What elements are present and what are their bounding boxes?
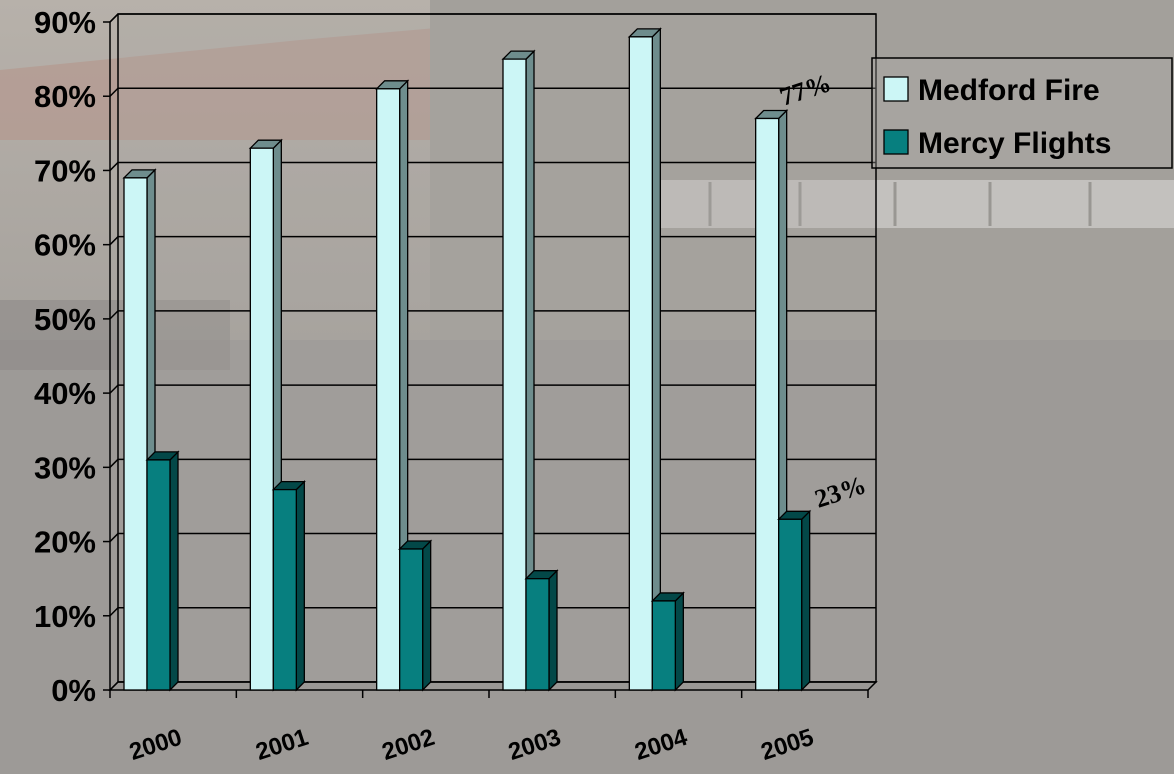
gridline-depth (109, 607, 119, 617)
gridline-depth (109, 236, 119, 246)
bar-mercy-flights-2005 (777, 509, 812, 692)
y-axis-depth (109, 13, 119, 23)
legend-box (871, 57, 1173, 169)
y-tick-label: 40% (34, 376, 96, 411)
gridline-depth (109, 533, 119, 543)
bar-mercy-flights-2004 (650, 591, 685, 692)
y-tick-label: 10% (34, 599, 96, 634)
bar-side-face (422, 539, 432, 692)
bar-medford-fire-2004 (627, 27, 662, 692)
bar-front-face (525, 578, 550, 691)
plot-area: 0%10%20%30%40%50%60%70%80%90%2000 2001 200… (34, 5, 878, 766)
bar-front-face (272, 488, 297, 691)
legend-swatch (883, 76, 909, 102)
bar-front-face (399, 548, 424, 691)
bar-mercy-flights-2000 (145, 450, 180, 692)
bar-front-face (778, 518, 803, 691)
bar-side-face (801, 509, 811, 692)
bar-front-face (249, 147, 274, 691)
bar-side-face (548, 569, 558, 692)
bar-front-face (146, 459, 171, 691)
bar-front-face (502, 58, 527, 691)
y-tick-label: 80% (34, 79, 96, 114)
y-tick-label: 0% (51, 673, 96, 708)
y-tick-label: 60% (34, 228, 96, 263)
bar-mercy-flights-2001 (271, 480, 306, 692)
legend-label: Medford Fire (918, 74, 1100, 107)
bar-medford-fire-2003 (501, 49, 536, 692)
gridline-depth (109, 161, 119, 171)
plot-back-wall (117, 13, 877, 683)
gridline-depth (109, 384, 119, 394)
y-tick-label: 50% (34, 302, 96, 337)
bar-side-face (295, 480, 305, 692)
bar-side-face (651, 27, 661, 692)
gridline-depth (109, 458, 119, 468)
bar-front-face (755, 117, 780, 691)
legend-label: Mercy Flights (918, 127, 1111, 160)
legend: Medford Fire Mercy Flights (871, 57, 1173, 169)
y-tick-label: 20% (34, 525, 96, 560)
bar-side-face (169, 450, 179, 692)
gridline-depth (109, 87, 119, 97)
y-tick-label: 90% (34, 5, 96, 40)
bar-medford-fire-2002 (375, 79, 410, 692)
bar-mercy-flights-2002 (398, 539, 433, 692)
bar-side-face (674, 591, 684, 692)
bar-mercy-flights-2003 (524, 569, 559, 692)
bar-front-face (651, 600, 676, 691)
y-tick-label: 30% (34, 450, 96, 485)
bar-front-face (123, 177, 148, 691)
bar-front-face (376, 88, 401, 691)
y-tick-label: 70% (34, 153, 96, 188)
gridline-depth (109, 310, 119, 320)
bar-front-face (628, 36, 653, 691)
legend-swatch (883, 129, 909, 155)
